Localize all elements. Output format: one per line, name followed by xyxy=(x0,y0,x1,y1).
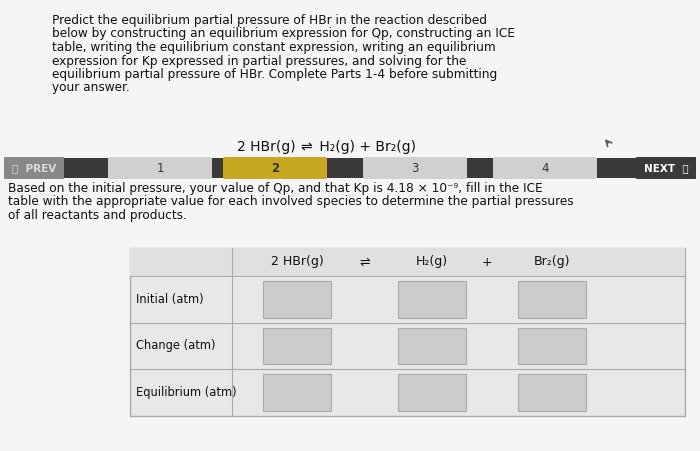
Bar xyxy=(263,281,331,318)
Text: of all reactants and products.: of all reactants and products. xyxy=(8,209,187,222)
Bar xyxy=(130,248,685,276)
Bar xyxy=(263,374,331,411)
Text: ⇌: ⇌ xyxy=(360,256,370,268)
Text: below by constructing an equilibrium expression for Qp, constructing an ICE: below by constructing an equilibrium exp… xyxy=(52,28,515,41)
Text: Change (atm): Change (atm) xyxy=(136,340,216,353)
Bar xyxy=(398,281,466,318)
Text: Equilibrium (atm): Equilibrium (atm) xyxy=(136,386,237,399)
Text: 2: 2 xyxy=(271,161,279,175)
Text: table, writing the equilibrium constant expression, writing an equilibrium: table, writing the equilibrium constant … xyxy=(52,41,496,54)
FancyBboxPatch shape xyxy=(4,157,64,179)
FancyBboxPatch shape xyxy=(493,157,597,179)
Bar xyxy=(518,328,586,364)
Bar xyxy=(398,374,466,411)
Bar xyxy=(263,328,331,364)
Text: Predict the equilibrium partial pressure of HBr in the reaction described: Predict the equilibrium partial pressure… xyxy=(52,14,487,27)
Text: 〈  PREV: 〈 PREV xyxy=(12,163,56,173)
Bar xyxy=(518,281,586,318)
Text: 1: 1 xyxy=(156,161,164,175)
FancyBboxPatch shape xyxy=(636,157,696,179)
Text: H₂(g) + Br₂(g): H₂(g) + Br₂(g) xyxy=(315,140,416,154)
Bar xyxy=(5,158,695,178)
Text: +: + xyxy=(482,256,492,268)
Bar xyxy=(518,374,586,411)
Text: 4: 4 xyxy=(541,161,549,175)
Text: expression for Kp expressed in partial pressures, and solving for the: expression for Kp expressed in partial p… xyxy=(52,55,466,68)
Text: your answer.: your answer. xyxy=(52,82,130,95)
FancyBboxPatch shape xyxy=(108,157,212,179)
Text: Based on the initial pressure, your value of Qp, and that Kp is 4.18 × 10⁻⁹, fil: Based on the initial pressure, your valu… xyxy=(8,182,542,195)
Bar xyxy=(398,328,466,364)
Text: Br₂(g): Br₂(g) xyxy=(533,256,570,268)
Text: Initial (atm): Initial (atm) xyxy=(136,293,204,306)
Text: ⇌: ⇌ xyxy=(300,140,312,154)
Text: NEXT  〉: NEXT 〉 xyxy=(644,163,688,173)
Bar xyxy=(130,248,685,416)
Text: 3: 3 xyxy=(412,161,419,175)
Text: equilibrium partial pressure of HBr. Complete Parts 1-4 before submitting: equilibrium partial pressure of HBr. Com… xyxy=(52,68,497,81)
FancyBboxPatch shape xyxy=(363,157,467,179)
Text: H₂(g): H₂(g) xyxy=(416,256,448,268)
Text: table with the appropriate value for each involved species to determine the part: table with the appropriate value for eac… xyxy=(8,195,573,208)
FancyBboxPatch shape xyxy=(223,157,327,179)
Text: 2 HBr(g): 2 HBr(g) xyxy=(237,140,300,154)
Text: 2 HBr(g): 2 HBr(g) xyxy=(271,256,323,268)
